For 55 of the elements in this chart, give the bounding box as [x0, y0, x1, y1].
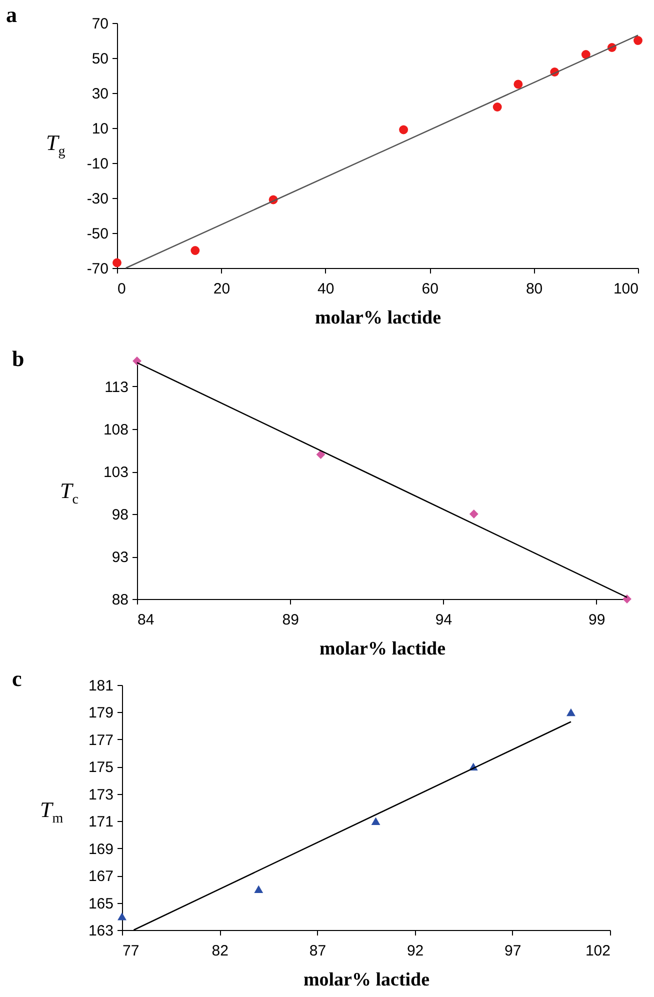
chart-title: b [12, 346, 24, 372]
y-tick-label: -10 [86, 156, 108, 172]
y-tick-label: 171 [88, 814, 114, 831]
x-tick-label: 0 [118, 280, 126, 298]
x-tick-label: 102 [585, 942, 610, 960]
y-tick-label: 113 [104, 379, 128, 396]
x-tick-label: 89 [282, 612, 299, 628]
x-tick-label: 97 [504, 942, 522, 960]
y-tick-label: 70 [92, 16, 108, 32]
x-axis-title: molar% lactide [319, 638, 446, 660]
x-tick-label: 20 [213, 280, 230, 298]
x-tick-label: 80 [526, 280, 543, 298]
point [399, 125, 408, 134]
y-tick-label: 10 [92, 120, 108, 138]
x-axis-title: molar% lactide [303, 970, 430, 990]
y-tick-label: 30 [92, 86, 108, 102]
x-tick-label: 94 [435, 612, 452, 628]
y-tick-label: 163 [88, 922, 114, 940]
y-tick-label: 181 [88, 678, 114, 694]
chart-title: c [12, 666, 22, 692]
x-axis-title: molar% lactide [314, 308, 442, 328]
x-tick-label: 87 [309, 942, 326, 960]
x-tick-label: 84 [138, 612, 154, 628]
y-tick-label: 98 [112, 506, 128, 524]
x-tick-label: 60 [422, 280, 438, 298]
y-tick-label: -70 [86, 260, 108, 278]
y-tick-label: 179 [88, 704, 114, 722]
x-tick-label: 100 [613, 280, 638, 298]
x-tick-label: 92 [406, 942, 424, 960]
y-axis-title: T$_{c}$ [60, 478, 78, 508]
y-tick-label: 50 [92, 50, 108, 68]
y-tick-label: -30 [86, 190, 108, 208]
y-tick-label: 169 [88, 840, 114, 858]
point [492, 102, 502, 112]
y-axis-title: T$_{g}$ [46, 130, 66, 160]
point [581, 50, 590, 59]
point [190, 246, 200, 255]
y-tick-label: 93 [112, 549, 128, 566]
x-tick-label: 77 [122, 942, 140, 960]
y-tick-label: -50 [86, 226, 108, 242]
y-tick-label: 177 [88, 732, 114, 749]
point [634, 36, 642, 45]
y-tick-label: 88 [112, 592, 128, 608]
y-tick-label: 167 [88, 868, 114, 886]
chart-title: a [6, 2, 17, 28]
y-tick-label: 165 [88, 895, 114, 912]
x-tick-label: 40 [318, 280, 334, 298]
y-tick-label: 173 [88, 786, 114, 804]
y-tick-label: 103 [103, 464, 128, 481]
x-tick-label: 82 [212, 942, 228, 960]
y-tick-label: 175 [88, 759, 114, 776]
x-tick-label: 99 [588, 612, 606, 628]
y-axis-title: T$_{m}$ [40, 797, 64, 828]
point [514, 80, 523, 89]
y-tick-label: 108 [103, 422, 128, 438]
